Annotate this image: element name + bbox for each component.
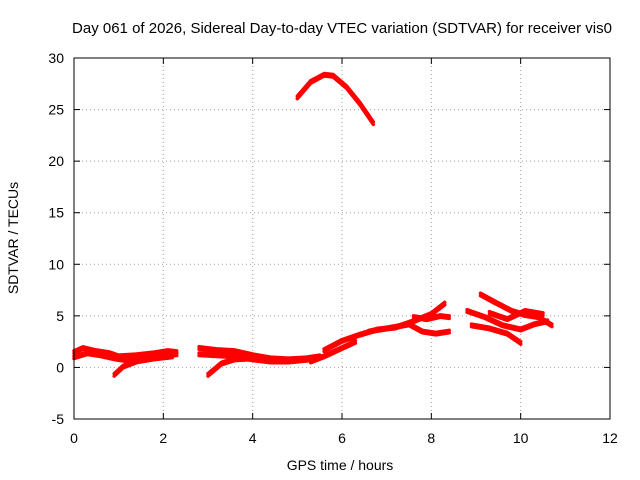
- x-axis-label: GPS time / hours: [287, 457, 394, 473]
- series-arc-1c-band: [112, 355, 175, 378]
- series-arc-5b: [465, 307, 550, 330]
- x-tick-label: 6: [338, 430, 346, 446]
- series-arc-1b: [72, 350, 179, 361]
- x-tick-label: 0: [70, 430, 78, 446]
- y-axis-label: SDTVAR / TECUs: [5, 182, 21, 294]
- series-arc-4b: [367, 321, 451, 335]
- series-arc-2c: [206, 355, 255, 376]
- series-arc-1a: [72, 345, 179, 357]
- y-tick-label: 25: [48, 102, 64, 118]
- axis-ticks: 0 2 4 6 8 10 12 -5 0 5 10 15 20 25 30: [48, 50, 618, 446]
- x-tick-label: 4: [249, 430, 257, 446]
- x-tick-label: 12: [602, 430, 618, 446]
- series-arc-1c: [112, 353, 175, 376]
- series-arc-2d: [308, 338, 358, 362]
- series-arc-4c: [411, 313, 451, 320]
- grid: [74, 58, 610, 419]
- y-tick-label: 30: [48, 50, 64, 66]
- x-tick-label: 10: [513, 430, 529, 446]
- series-arc-4c-band: [411, 315, 451, 323]
- x-tick-label: 2: [159, 430, 167, 446]
- series-arc-5b-band: [465, 310, 550, 333]
- series-arc-5c-band: [469, 324, 523, 346]
- y-tick-label: 15: [48, 205, 64, 221]
- y-tick-label: 20: [48, 153, 64, 169]
- series-arc-4b-band: [367, 323, 451, 337]
- series-arc-3-band: [295, 74, 376, 127]
- series-arc-2c-band: [206, 357, 255, 378]
- series-arc-2d-band: [308, 341, 358, 365]
- chart-title: Day 061 of 2026, Sidereal Day-to-day VTE…: [72, 20, 612, 37]
- y-tick-label: 5: [56, 308, 64, 324]
- y-tick-label: 10: [48, 256, 64, 272]
- series-arc-5d-band: [487, 310, 545, 323]
- x-tick-label: 8: [427, 430, 435, 446]
- series-arc-5d: [487, 307, 545, 320]
- series-arc-5c: [469, 322, 523, 344]
- y-tick-label: 0: [56, 359, 64, 375]
- data-series: [72, 71, 554, 378]
- y-tick-label: -5: [52, 411, 65, 427]
